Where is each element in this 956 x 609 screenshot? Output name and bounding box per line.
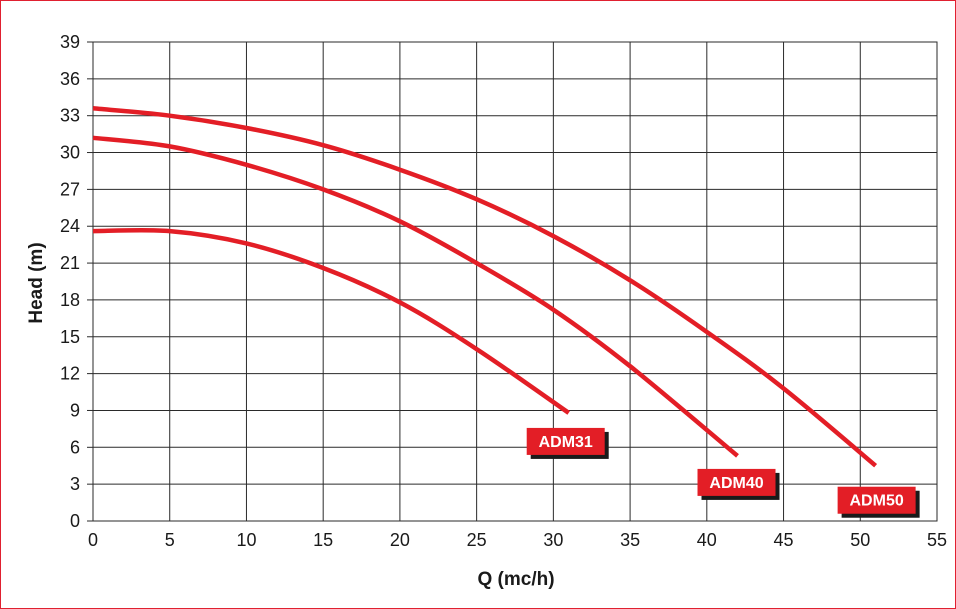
- series-label-adm50: ADM50: [837, 486, 920, 518]
- x-tick-label: 20: [390, 530, 410, 550]
- x-tick-label: 40: [697, 530, 717, 550]
- series-label-text: ADM50: [850, 493, 904, 510]
- series-labels: ADM31 ADM40 ADM50: [526, 427, 920, 518]
- x-tick-label: 10: [236, 530, 256, 550]
- y-tick-label: 39: [60, 32, 80, 52]
- y-tick-label: 18: [60, 290, 80, 310]
- y-tick-label: 27: [60, 179, 80, 199]
- y-tick-label: 9: [70, 400, 80, 420]
- y-tick-label: 36: [60, 69, 80, 89]
- x-tick-label: 0: [88, 530, 98, 550]
- y-tick-label: 30: [60, 143, 80, 163]
- series-label-adm31: ADM31: [526, 427, 609, 459]
- y-tick-label: 12: [60, 364, 80, 384]
- series-label-box: [697, 468, 776, 496]
- series-line-adm40: [92, 135, 739, 458]
- y-axis-title: Head (m): [26, 242, 47, 323]
- x-tick-label: 35: [620, 530, 640, 550]
- x-tick-label: 25: [467, 530, 487, 550]
- x-tick-label: 5: [165, 530, 175, 550]
- series-lines: [92, 106, 878, 468]
- y-tick-label: 21: [60, 253, 80, 273]
- y-tick-label: 33: [60, 106, 80, 126]
- series-line-adm50: [92, 106, 878, 468]
- series-label-text: ADM31: [539, 434, 593, 451]
- x-tick-label: 30: [543, 530, 563, 550]
- y-tick-label: 3: [70, 474, 80, 494]
- y-tick-label: 24: [60, 216, 80, 236]
- series-label-box: [837, 486, 916, 514]
- series-label-box: [526, 427, 605, 455]
- series-line-adm31: [92, 227, 570, 415]
- x-tick-label: 55: [927, 530, 947, 550]
- series-label-adm40: ADM40: [697, 468, 780, 500]
- x-axis-title: Q (mc/h): [477, 569, 554, 590]
- x-tick-label: 15: [313, 530, 333, 550]
- y-tick-label: 0: [70, 511, 80, 531]
- y-tick-label: 6: [70, 437, 80, 457]
- plot-border: [92, 41, 938, 522]
- y-tick-label: 15: [60, 327, 80, 347]
- axis-ticks: 0 5 10 15 20 25 30 35 40 45 50 55036912151821242730…: [60, 32, 947, 550]
- x-tick-label: 50: [850, 530, 870, 550]
- x-tick-label: 45: [774, 530, 794, 550]
- series-label-text: ADM40: [709, 475, 763, 492]
